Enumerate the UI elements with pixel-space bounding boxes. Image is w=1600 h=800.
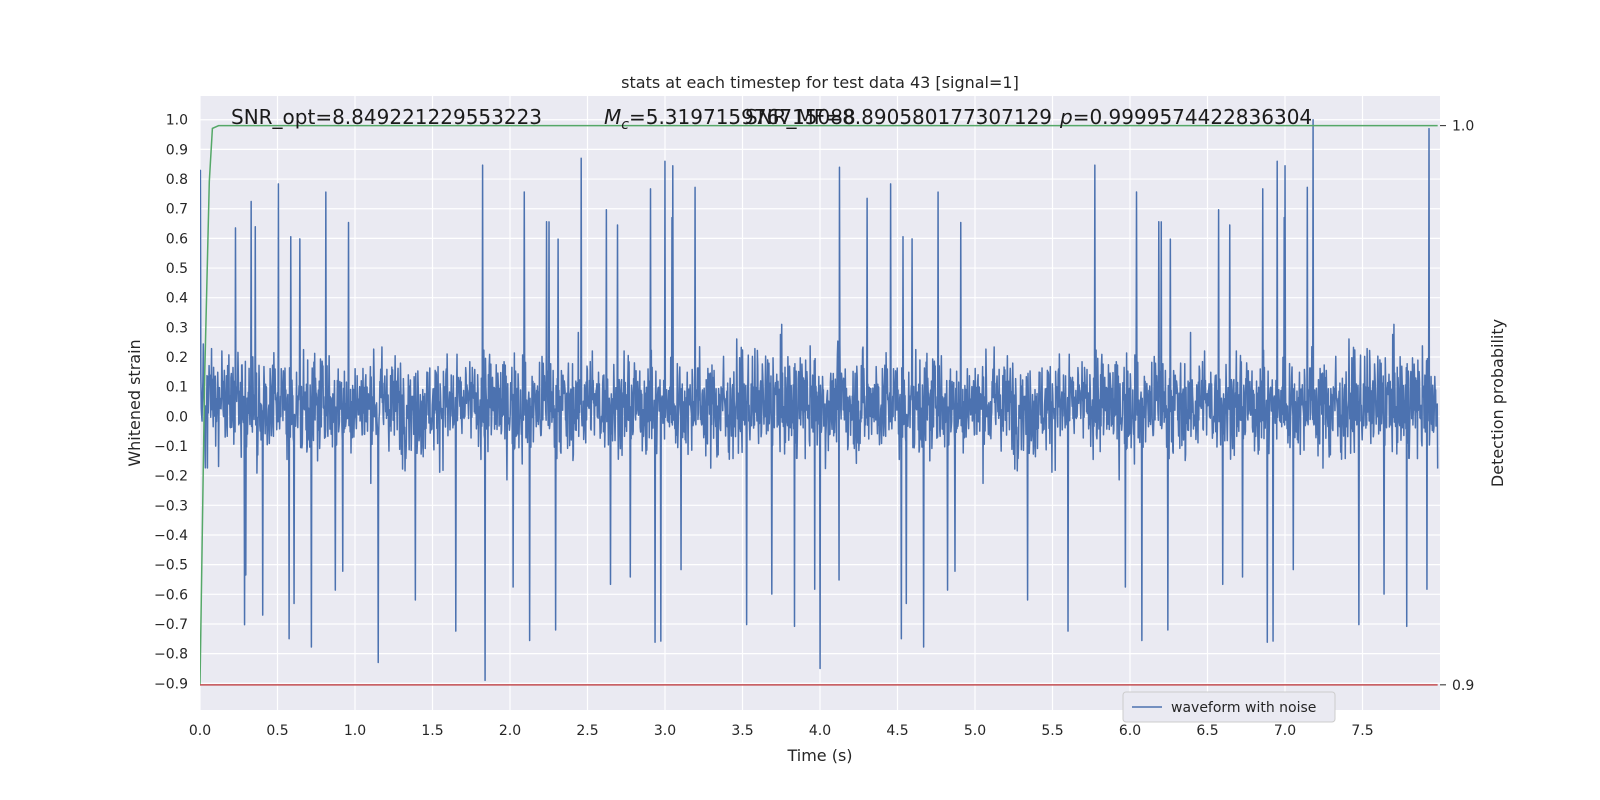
y-tick-label: −0.6 bbox=[154, 587, 188, 603]
y-tick-label: 0.5 bbox=[166, 261, 188, 277]
legend: waveform with noise bbox=[1122, 691, 1336, 723]
annotation-chirp-mass-value: =5.319715976715088 bbox=[629, 105, 856, 129]
y-tick-label: 0.1 bbox=[166, 380, 188, 396]
y-tick-label: 0.8 bbox=[166, 172, 188, 188]
x-tick-label: 4.5 bbox=[886, 723, 908, 739]
annotations: SNR_opt=8.849221229553223 Mc=5.319715976… bbox=[231, 105, 1312, 133]
y-tick-label: −0.9 bbox=[154, 676, 188, 692]
legend-label-waveform: waveform with noise bbox=[1171, 700, 1316, 716]
y-tick-label: 0.0 bbox=[166, 409, 188, 425]
x-tick-label: 4.0 bbox=[809, 723, 831, 739]
x-tick-label: 0.5 bbox=[266, 723, 288, 739]
series-layer bbox=[200, 118, 1439, 686]
y-tick-label: −0.8 bbox=[154, 647, 188, 663]
series-waveform-with-noise bbox=[200, 118, 1439, 682]
x-tick-label: 6.0 bbox=[1119, 723, 1141, 739]
y-tick-label: −0.7 bbox=[154, 617, 188, 633]
annotation-probability-symbol: p bbox=[1059, 105, 1073, 129]
y-tick-label: 0.3 bbox=[166, 320, 188, 336]
x-axis-label: Time (s) bbox=[786, 746, 852, 765]
y-tick-label: −0.4 bbox=[154, 528, 188, 544]
x-tick-label: 3.5 bbox=[731, 723, 753, 739]
chart-title: stats at each timestep for test data 43 … bbox=[621, 73, 1019, 92]
x-tick-label: 1.0 bbox=[344, 723, 366, 739]
annotation-chirp-mass-symbol: M bbox=[604, 105, 621, 129]
x-tick-label: 3.0 bbox=[654, 723, 676, 739]
y-tick-label: 0.2 bbox=[166, 350, 188, 366]
x-tick-label: 0.0 bbox=[189, 723, 211, 739]
legend-box bbox=[1122, 691, 1336, 723]
x-tick-label: 5.5 bbox=[1041, 723, 1063, 739]
x-tick-label: 1.5 bbox=[421, 723, 443, 739]
y-tick-label: 1.0 bbox=[166, 113, 188, 129]
x-tick-label: 7.0 bbox=[1274, 723, 1296, 739]
y2-tick-label: 0.9 bbox=[1452, 678, 1474, 694]
x-tick-label: 2.5 bbox=[576, 723, 598, 739]
y-tick-label: 0.7 bbox=[166, 202, 188, 218]
annotation-snr-mf: SNR_MF=8.890580177307129 bbox=[745, 105, 1052, 129]
y-axis-label: Whitened strain bbox=[125, 339, 144, 466]
x-tick-label: 5.0 bbox=[964, 723, 986, 739]
y2-tick-label: 1.0 bbox=[1452, 119, 1474, 135]
y-tick-label: −0.3 bbox=[154, 498, 188, 514]
y2-axis-label: Detection probability bbox=[1488, 319, 1507, 487]
annotation-snr-opt: SNR_opt=8.849221229553223 bbox=[231, 105, 542, 129]
annotation-chirp-mass-subscript: c bbox=[621, 117, 629, 133]
y-tick-label: 0.9 bbox=[166, 142, 188, 158]
annotation-probability: p=0.9999574422836304 bbox=[1059, 105, 1312, 129]
x-tick-label: 7.5 bbox=[1351, 723, 1373, 739]
y-tick-label: −0.2 bbox=[154, 469, 188, 485]
y-tick-label: 0.4 bbox=[166, 291, 188, 307]
x-tick-label: 2.0 bbox=[499, 723, 521, 739]
annotation-chirp-mass: Mc=5.319715976715088 bbox=[604, 105, 856, 133]
series-detection-probability bbox=[200, 124, 1438, 685]
y-tick-label: 0.6 bbox=[166, 231, 188, 247]
y-tick-label: −0.1 bbox=[154, 439, 188, 455]
x-tick-label: 6.5 bbox=[1196, 723, 1218, 739]
ticks: 0.0 0.5 1.0 1.5 2.0 2.5 3.0 3.5 4.0 4.5 5.0 5.5 6.0 6… bbox=[154, 113, 1474, 739]
y-tick-label: −0.5 bbox=[154, 558, 188, 574]
annotation-probability-value: =0.9999574422836304 bbox=[1073, 105, 1312, 129]
